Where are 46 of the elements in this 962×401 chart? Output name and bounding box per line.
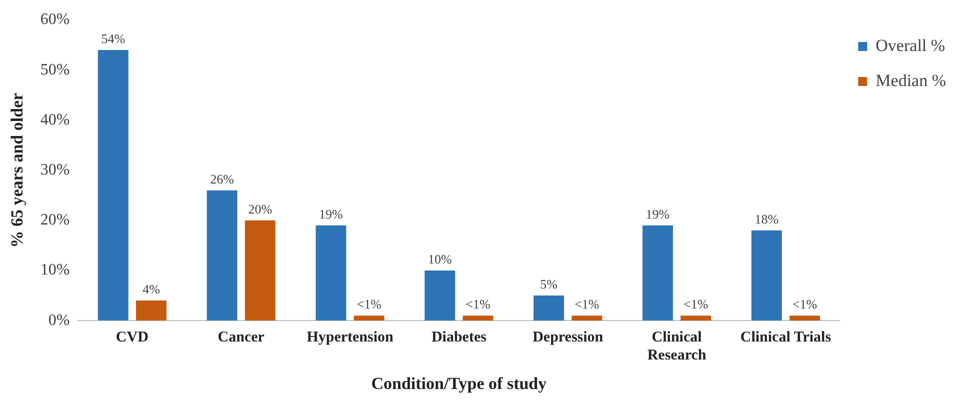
x-tick-label: Clinical Trials: [740, 329, 832, 346]
bar: [751, 230, 782, 321]
data-label: <1%: [792, 296, 818, 312]
y-tick-label: 50%: [40, 61, 70, 78]
y-tick-label: 10%: [40, 262, 70, 279]
bar: [424, 270, 456, 321]
bar: [98, 50, 128, 321]
data-label: 18%: [754, 211, 779, 226]
bar: [534, 296, 564, 321]
x-tick-label: Depression: [532, 329, 604, 346]
legend-label: Overall %: [876, 36, 946, 55]
bar: [206, 190, 238, 321]
data-label: 20%: [248, 201, 272, 216]
bar: [790, 316, 820, 321]
x-tick-label: Cancer: [218, 329, 265, 346]
x-tick-label: CVD: [116, 329, 149, 346]
legend-label: Median %: [876, 70, 946, 90]
y-tick-label: 30%: [40, 162, 70, 179]
y-tick-label: 40%: [40, 111, 70, 128]
data-label: 19%: [319, 206, 344, 222]
y-tick-label: 0%: [48, 312, 70, 329]
data-label: 26%: [210, 171, 234, 186]
bar: [572, 316, 602, 321]
data-label: <1%: [574, 296, 600, 312]
y-tick-label: 60%: [40, 11, 70, 28]
data-label: 4%: [142, 281, 160, 296]
x-axis-title: Condition/Type of study: [371, 374, 548, 394]
data-label: <1%: [684, 296, 708, 312]
x-tick-label: Diabetes: [431, 329, 487, 346]
x-tick-label: Clinical Research: [647, 329, 707, 364]
data-label: 10%: [428, 251, 452, 266]
data-label: 19%: [646, 206, 670, 222]
x-tick-label: Hypertension: [306, 329, 394, 346]
data-label: 54%: [101, 30, 126, 46]
y-axis-title: % 65 years and older: [8, 92, 27, 248]
bar: [462, 316, 494, 321]
data-label: <1%: [356, 296, 382, 312]
data-label: 5%: [540, 276, 558, 292]
bar: [642, 225, 673, 321]
bar: [136, 300, 166, 321]
bar: [680, 316, 712, 321]
bar: [316, 225, 346, 321]
bar: [354, 316, 384, 321]
bar: [244, 220, 276, 321]
data-label: <1%: [466, 296, 490, 312]
y-tick-label: 20%: [40, 212, 70, 229]
